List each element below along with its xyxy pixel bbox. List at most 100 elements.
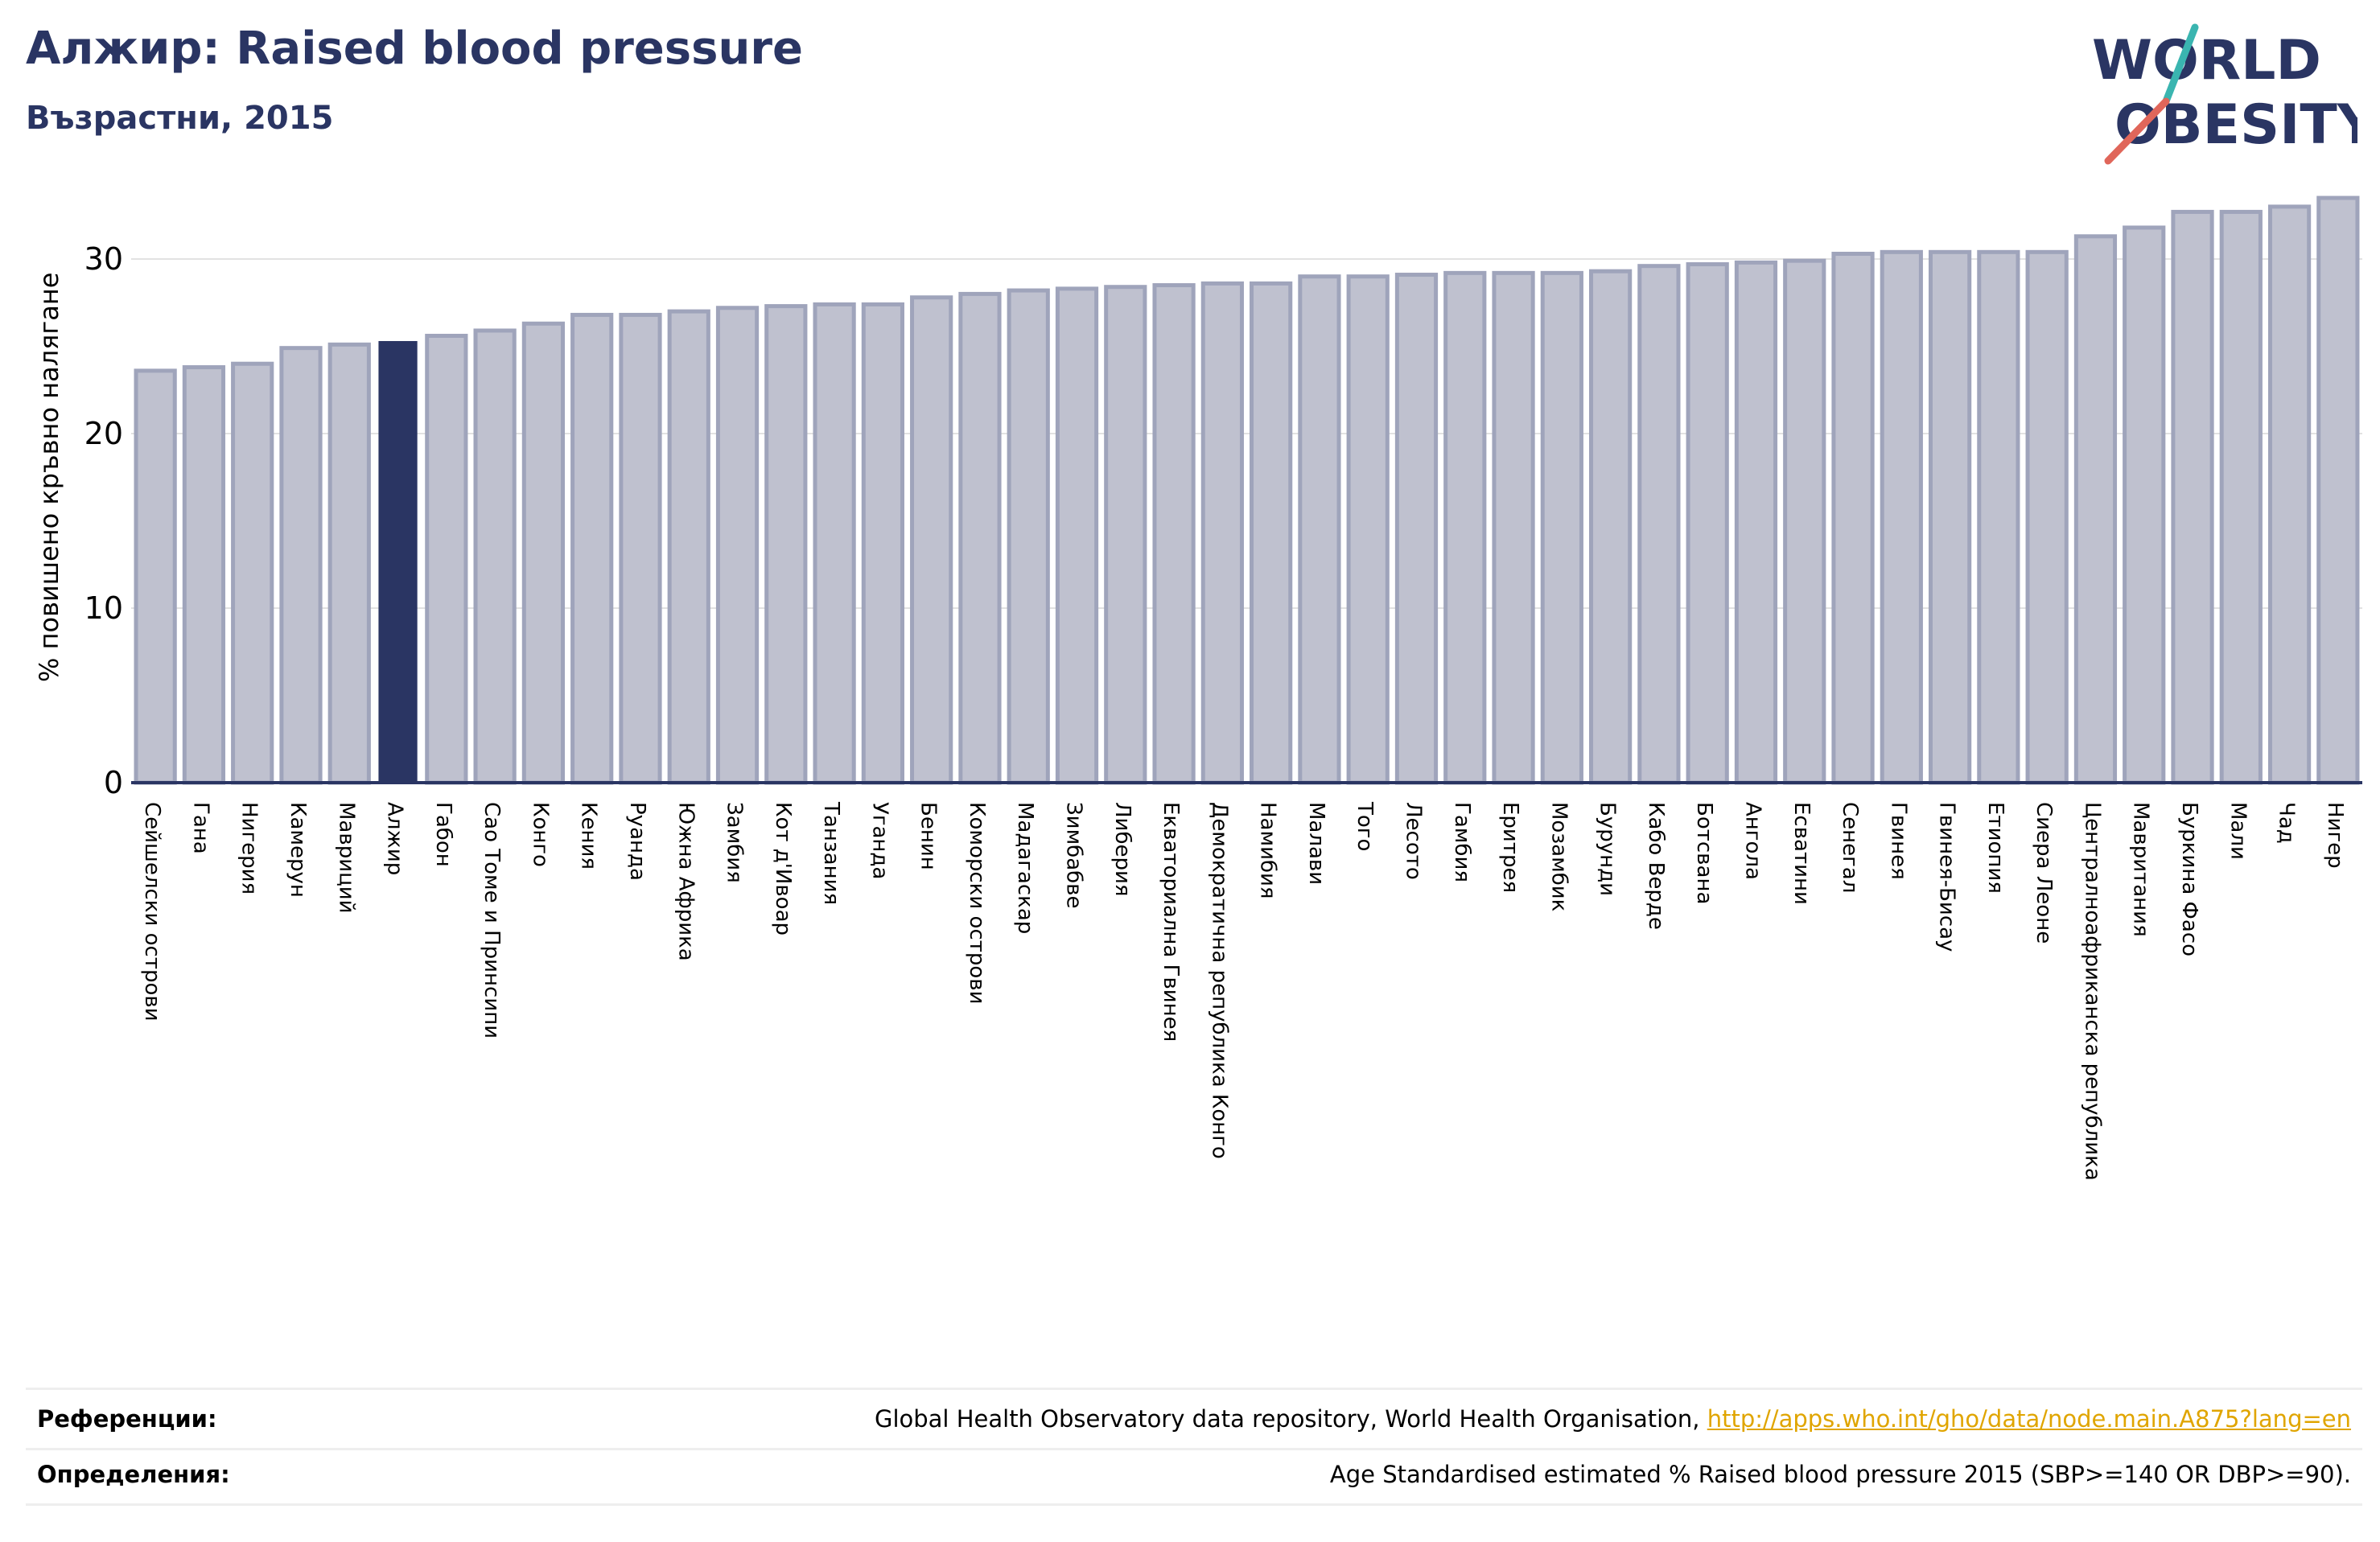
x-tick-label: Бенин — [916, 802, 941, 870]
x-tick-label: Чад — [2275, 802, 2299, 844]
bar — [1734, 260, 1778, 785]
x-tick-label: Нигерия — [237, 802, 261, 894]
x-tick-label: Алжир — [383, 802, 407, 875]
bar — [1298, 274, 1341, 785]
x-tick-label: Либерия — [1110, 802, 1134, 897]
bar — [327, 342, 371, 785]
bar — [2219, 209, 2263, 785]
x-tick-label: Кения — [577, 802, 601, 870]
bar — [1443, 270, 1487, 785]
x-tick-label: Сейшелски острови — [140, 802, 164, 1022]
bar — [764, 304, 808, 785]
bar — [861, 302, 904, 785]
x-tick-label: Мадагаскар — [1013, 802, 1037, 934]
y-axis: 0 10 20 30 % повишено кръвно налягане — [34, 241, 2362, 800]
bar-chart: 0 10 20 30 % повишено кръвно налягане Сейшел… — [34, 195, 2362, 1181]
x-tick-label: Централноафриканска република — [2080, 802, 2104, 1181]
bar — [667, 309, 710, 785]
bar — [2123, 225, 2166, 785]
bar — [2267, 204, 2312, 785]
x-tick-label: Зимбабве — [1062, 802, 1086, 909]
x-tick-label: Танзания — [819, 801, 843, 905]
bar — [570, 312, 614, 785]
bar — [1880, 249, 1923, 785]
bar — [1637, 264, 1681, 785]
x-tick-label: Гамбия — [1450, 802, 1474, 882]
x-tick-label: Гвинея-Бисау — [1935, 802, 1959, 952]
bar — [813, 302, 856, 785]
bar — [1152, 283, 1196, 785]
x-tick-label: Гана — [188, 802, 212, 854]
x-tick-label: Южна Африка — [673, 802, 698, 961]
bar — [958, 291, 1002, 785]
x-tick-label: Бурунди — [1596, 802, 1620, 896]
bar — [1540, 270, 1583, 785]
bar — [2073, 234, 2118, 785]
x-tick-label: Буркина Фасо — [2177, 802, 2201, 956]
bar — [1492, 270, 1535, 785]
chart-title: Алжир: Raised blood pressure — [26, 23, 803, 75]
logo-line-1: WORLD — [2092, 29, 2321, 93]
x-tick-label: Гвинея — [1886, 802, 1910, 880]
x-tick-label: Еритрея — [1498, 802, 1522, 893]
references-row: Референции: Global Health Observatory da… — [26, 1388, 2362, 1450]
x-tick-label: Нигер — [2323, 802, 2347, 869]
x-tick-label: Руанда — [625, 802, 649, 881]
x-tick-label: Мали — [2226, 802, 2250, 860]
bars — [134, 195, 2360, 785]
bar — [1977, 249, 2020, 785]
x-tick-label: Уганда — [867, 802, 891, 879]
definitions-text: Age Standardised estimated % Raised bloo… — [1329, 1461, 2351, 1488]
x-tick-label: Конго — [528, 802, 552, 867]
bar — [1686, 262, 1729, 785]
bar — [2316, 195, 2360, 785]
references-link[interactable]: http://apps.who.int/gho/data/node.main.A… — [1707, 1405, 2351, 1433]
bar — [715, 306, 760, 785]
definitions-row: Определения: Age Standardised estimated … — [26, 1445, 2362, 1506]
x-tick-label: Сао Томе и Принсипи — [480, 802, 504, 1038]
bar — [1928, 249, 1972, 785]
definitions-label: Определения: — [37, 1461, 230, 1488]
x-tick-label: Намибия — [1256, 802, 1280, 899]
x-tick-label: Демократична република Конго — [1207, 802, 1231, 1159]
bar — [1200, 281, 1244, 785]
bar — [1104, 285, 1147, 785]
references-label: Референции: — [37, 1405, 217, 1433]
bar-highlighted — [378, 340, 418, 783]
x-tick-label: Есватини — [1789, 802, 1814, 905]
bar — [425, 333, 468, 785]
x-axis-labels: Сейшелски острови Гана Нигерия Камерун Маври… — [140, 801, 2347, 1181]
references-text: Global Health Observatory data repositor… — [874, 1405, 1700, 1433]
bar — [619, 312, 662, 785]
x-tick-label: Лесото — [1401, 802, 1425, 880]
chart-subtitle: Възрастни, 2015 — [26, 100, 334, 137]
bar — [182, 365, 226, 785]
bar — [2025, 249, 2069, 785]
bar — [521, 321, 566, 785]
logo-slash-red — [2104, 97, 2170, 165]
x-tick-label: Габон — [431, 802, 455, 867]
y-axis-title: % повишено кръвно налягане — [34, 273, 64, 682]
x-tick-label: Того — [1353, 801, 1377, 851]
x-tick-label: Сенегал — [1838, 802, 1862, 893]
bar — [2171, 209, 2214, 785]
x-tick-label: Ботсвана — [1692, 802, 1716, 904]
y-tick-label: 20 — [84, 416, 123, 451]
logo-slash-teal — [2162, 23, 2199, 105]
bar — [1783, 258, 1826, 785]
bar — [279, 346, 323, 785]
bar — [1346, 274, 1390, 785]
x-tick-label: Мавриций — [334, 802, 358, 914]
y-tick-label: 10 — [84, 590, 123, 626]
x-tick-label: Кот д'Ивоар — [771, 802, 795, 935]
world-obesity-logo: WORLD OBESITY — [2092, 23, 2357, 165]
bar — [231, 361, 274, 785]
x-tick-label: Малави — [1304, 802, 1328, 885]
x-tick-label: Екваториална Гвинея — [1159, 802, 1183, 1042]
bar — [1007, 288, 1050, 785]
references-value: Global Health Observatory data repositor… — [875, 1405, 2362, 1433]
bar — [1831, 251, 1875, 785]
bar — [1250, 281, 1293, 785]
bar — [910, 295, 953, 785]
bar — [1055, 286, 1099, 785]
